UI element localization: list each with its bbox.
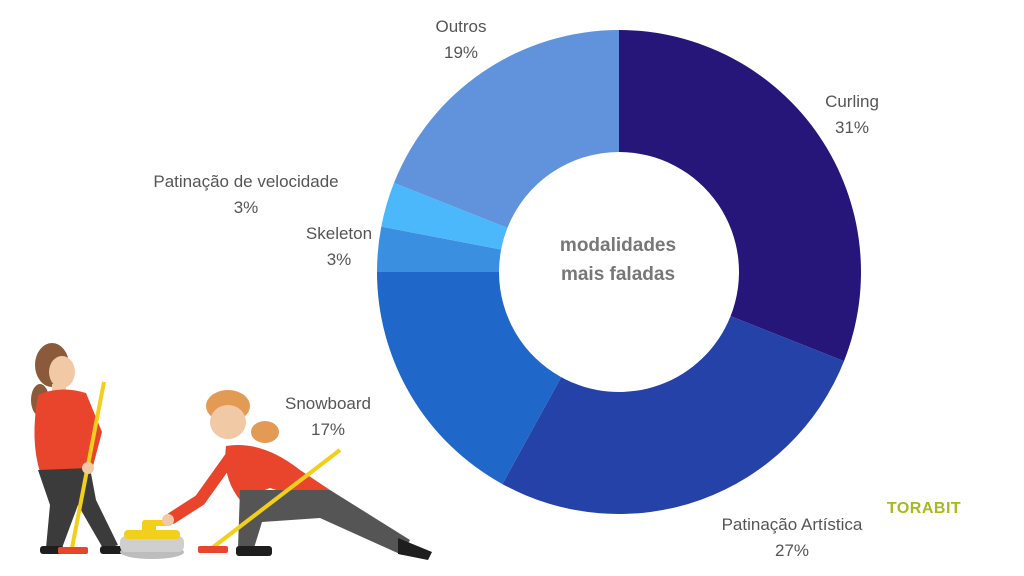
slice-value-skeleton: 3% — [327, 250, 352, 269]
slice-value-patinacao-artistica: 27% — [775, 541, 809, 560]
donut-slice-snowboard — [377, 272, 562, 485]
slice-label-snowboard: Snowboard — [285, 394, 371, 413]
center-label-line-1: modalidades — [560, 235, 676, 256]
slice-value-curling: 31% — [835, 118, 869, 137]
slice-label-outros: Outros — [435, 17, 486, 36]
slice-value-patinacao-velocidade: 3% — [234, 198, 259, 217]
curling-stone-illustration — [120, 520, 184, 559]
player-lunging-illustration — [162, 390, 432, 560]
donut-slice-outros — [393, 30, 619, 228]
donut-chart — [377, 30, 861, 514]
curling-players-illustration — [31, 343, 432, 560]
slice-label-skeleton: Skeleton — [306, 224, 372, 243]
torabit-logo: TORABIT — [887, 500, 961, 517]
player-standing-illustration — [31, 343, 124, 554]
donut-slice-patinacao-de-velocidade — [381, 182, 508, 250]
slice-labels: Curling 31% Patinação Artística 27% Snow… — [153, 17, 879, 560]
slice-label-patinacao-artistica: Patinação Artística — [722, 515, 863, 534]
slice-label-patinacao-velocidade: Patinação de velocidade — [153, 172, 338, 191]
donut-slice-skeleton — [377, 226, 502, 272]
center-label-line-2: mais faladas — [561, 264, 675, 285]
slice-label-curling: Curling — [825, 92, 879, 111]
donut-slice-patinacao-artistica — [502, 316, 845, 514]
slice-value-snowboard: 17% — [311, 420, 345, 439]
donut-slice-curling — [619, 30, 861, 362]
slice-value-outros: 19% — [444, 43, 478, 62]
